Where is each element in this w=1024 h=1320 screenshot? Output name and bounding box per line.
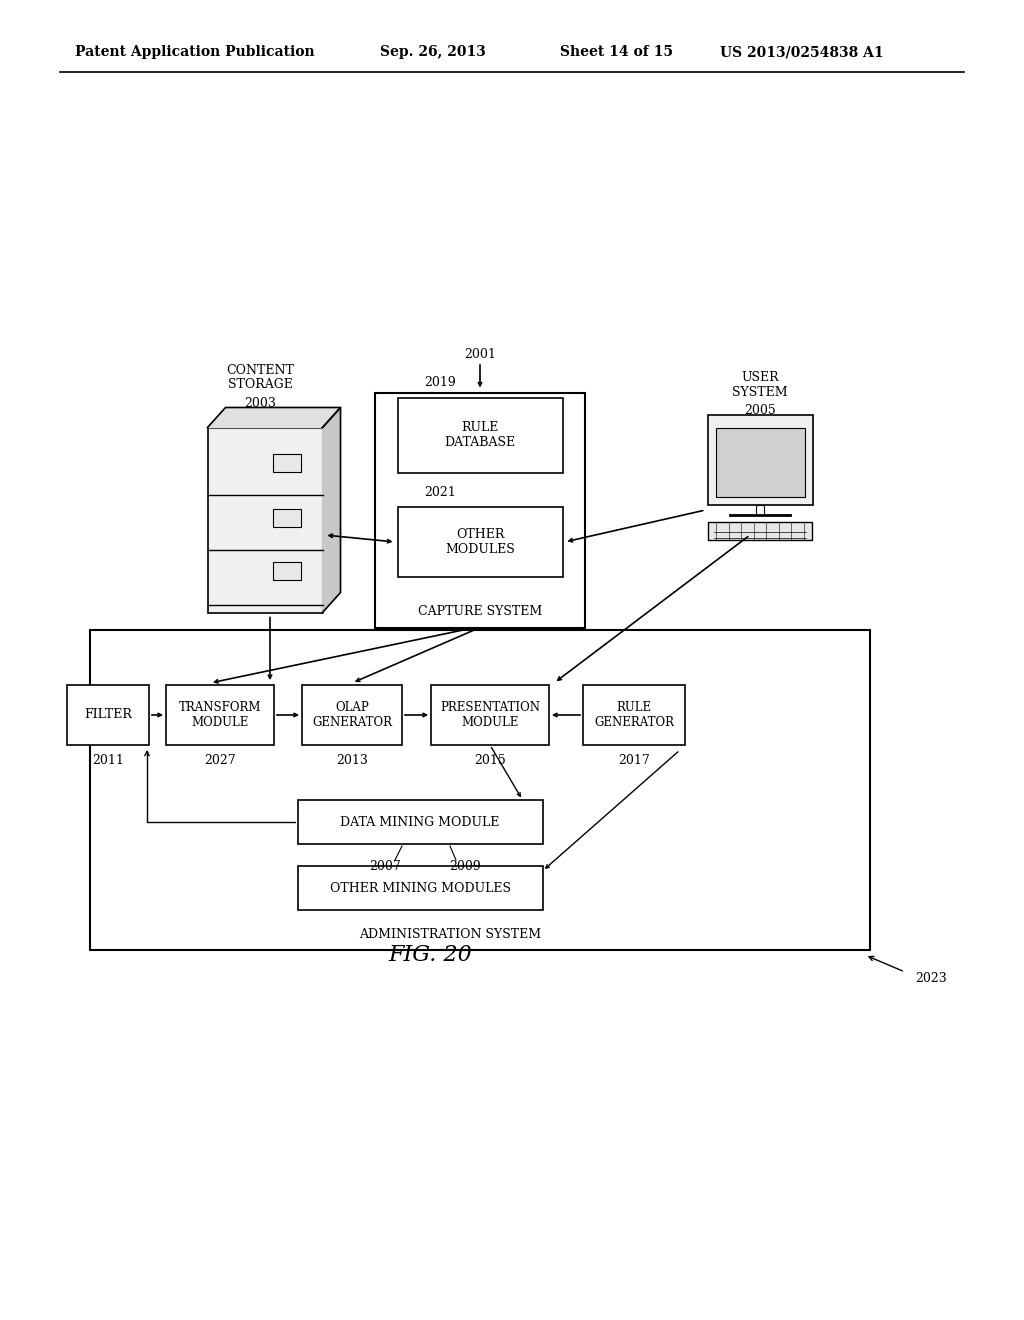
Bar — [708, 414, 812, 506]
Bar — [166, 685, 274, 744]
Text: USER
SYSTEM: USER SYSTEM — [732, 371, 787, 399]
Text: 2009: 2009 — [450, 859, 481, 873]
Text: PRESENTATION
MODULE: PRESENTATION MODULE — [440, 701, 540, 729]
Text: 2021: 2021 — [424, 487, 456, 499]
Text: 2015: 2015 — [474, 755, 506, 767]
Bar — [298, 866, 543, 909]
Text: 2007: 2007 — [369, 859, 400, 873]
Text: 2001: 2001 — [464, 348, 496, 362]
Text: CAPTURE SYSTEM: CAPTURE SYSTEM — [418, 605, 542, 618]
Bar — [583, 685, 685, 744]
Bar — [67, 685, 150, 744]
Bar — [397, 397, 562, 473]
Bar — [273, 562, 301, 579]
Text: FIG. 20: FIG. 20 — [388, 944, 472, 966]
Bar — [716, 428, 805, 498]
Bar — [273, 454, 301, 473]
Bar — [397, 507, 562, 577]
Polygon shape — [208, 408, 341, 428]
Text: FILTER: FILTER — [84, 709, 132, 722]
Bar — [302, 685, 402, 744]
Bar — [298, 800, 543, 843]
Bar — [708, 521, 812, 540]
Text: 2003: 2003 — [244, 397, 275, 411]
Text: 2017: 2017 — [618, 755, 650, 767]
Text: DATA MINING MODULE: DATA MINING MODULE — [340, 816, 500, 829]
Bar — [208, 428, 323, 612]
Text: 2019: 2019 — [424, 376, 456, 389]
Bar — [90, 630, 870, 950]
Text: 2023: 2023 — [915, 972, 947, 985]
Text: US 2013/0254838 A1: US 2013/0254838 A1 — [720, 45, 884, 59]
Text: OTHER
MODULES: OTHER MODULES — [445, 528, 515, 556]
Bar — [375, 392, 585, 627]
Text: RULE
GENERATOR: RULE GENERATOR — [594, 701, 674, 729]
Text: OLAP
GENERATOR: OLAP GENERATOR — [312, 701, 392, 729]
Bar — [273, 510, 301, 527]
Polygon shape — [323, 408, 341, 612]
Text: TRANSFORM
MODULE: TRANSFORM MODULE — [179, 701, 261, 729]
Text: Patent Application Publication: Patent Application Publication — [75, 45, 314, 59]
Text: Sep. 26, 2013: Sep. 26, 2013 — [380, 45, 485, 59]
Text: RULE
DATABASE: RULE DATABASE — [444, 421, 515, 449]
Bar — [431, 685, 549, 744]
Text: 2005: 2005 — [744, 404, 776, 417]
Text: Sheet 14 of 15: Sheet 14 of 15 — [560, 45, 673, 59]
Text: ADMINISTRATION SYSTEM: ADMINISTRATION SYSTEM — [359, 928, 541, 940]
Text: OTHER MINING MODULES: OTHER MINING MODULES — [330, 882, 511, 895]
Text: 2027: 2027 — [204, 755, 236, 767]
Text: CONTENT
STORAGE: CONTENT STORAGE — [226, 363, 294, 392]
Text: 2011: 2011 — [92, 755, 124, 767]
Text: 2013: 2013 — [336, 755, 368, 767]
